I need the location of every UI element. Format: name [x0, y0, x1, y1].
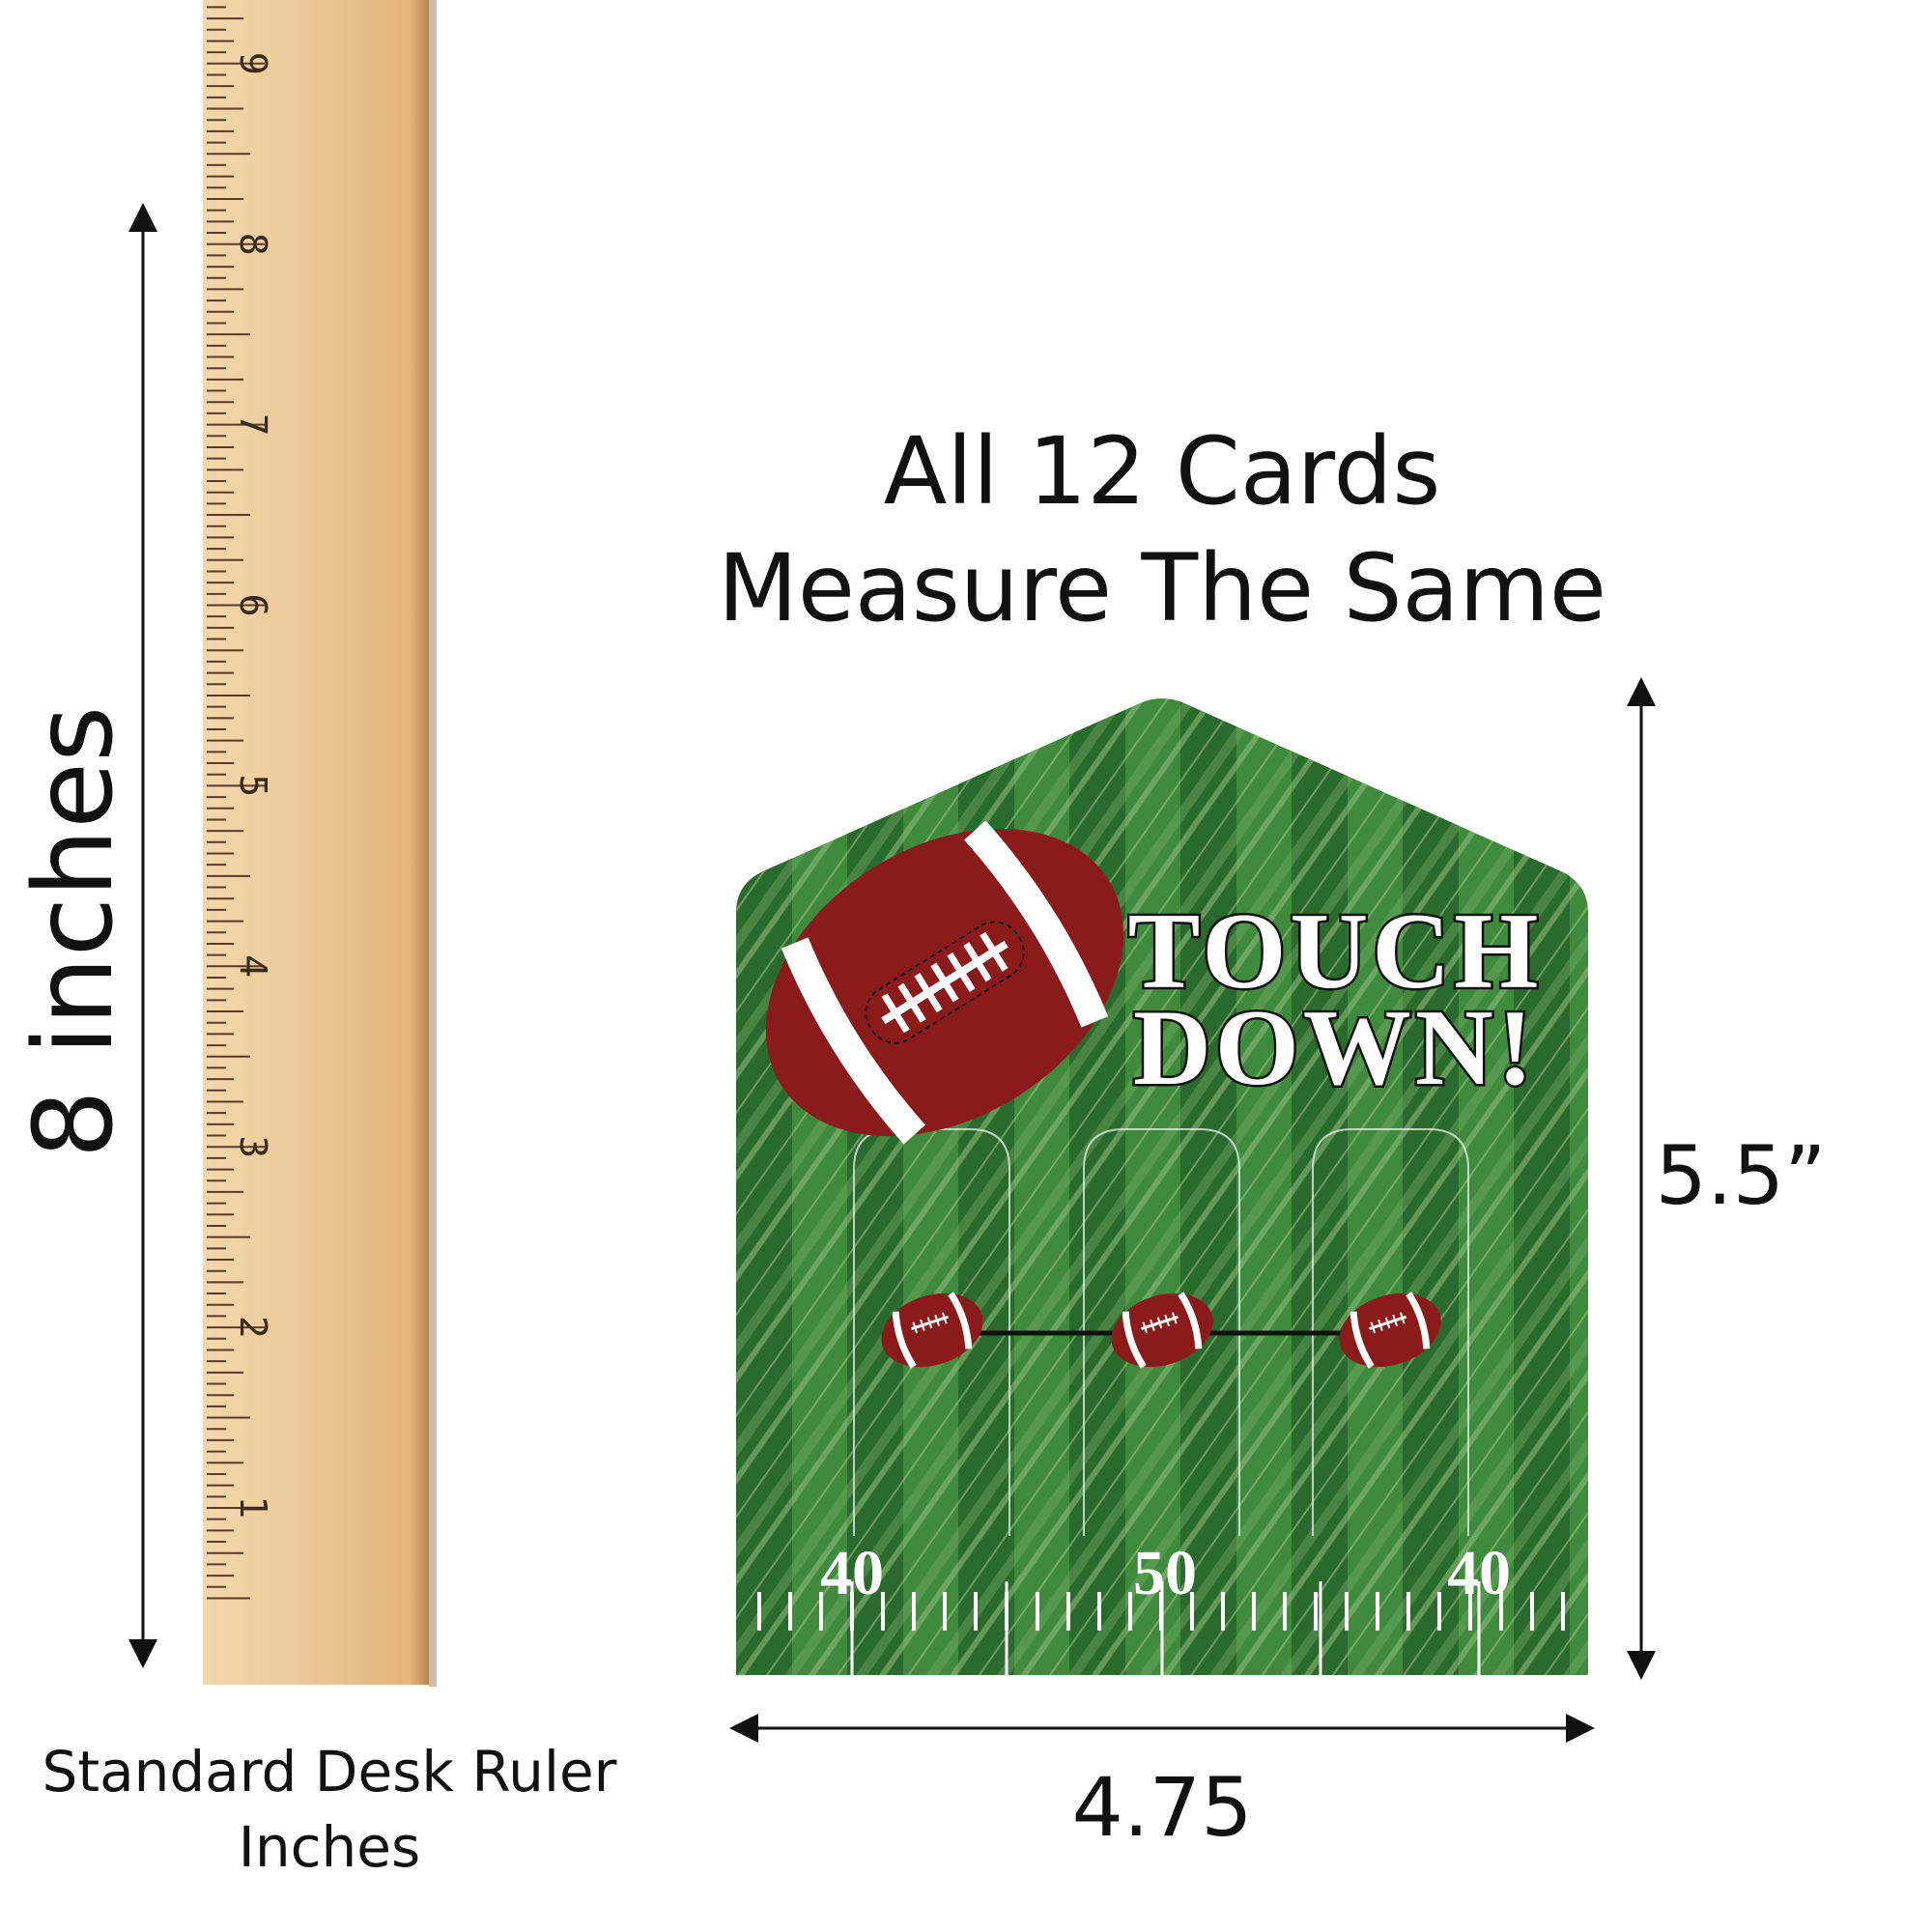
lace [881, 993, 910, 1034]
ruler-ticks: 1 2 3 4 5 6 7 8 9 [207, 6, 274, 1600]
small-football-icon [1111, 1292, 1213, 1369]
yard-number-left: 40 [820, 1538, 884, 1608]
small-football-icon [881, 1292, 983, 1369]
ruler-number: 8 [232, 233, 274, 256]
ruler-caption-line1: Standard Desk Ruler [42, 1739, 617, 1804]
card-height-label: 5.5” [1655, 1128, 1827, 1223]
small-football-icon [1339, 1292, 1441, 1369]
card-title-line2: DOWN! [1133, 988, 1537, 1108]
ruler-number: 7 [232, 413, 274, 437]
card-width-label: 4.75 [1071, 1760, 1253, 1855]
big-football-icon [765, 820, 1124, 1145]
heading-line1: All 12 Cards [883, 417, 1441, 526]
heading-line2: Measure The Same [718, 534, 1606, 642]
ruler-number: 9 [232, 52, 274, 75]
ruler-number: 4 [232, 954, 274, 978]
lace [947, 952, 976, 992]
lace [930, 962, 959, 1003]
ruler-height-label: 8 inches [12, 705, 137, 1159]
yard-number-mid: 50 [1133, 1538, 1197, 1608]
lace [914, 973, 943, 1013]
lace [980, 931, 1009, 972]
card [736, 698, 1588, 1675]
yard-number-right: 40 [1447, 1538, 1511, 1608]
ruler: 1 2 3 4 5 6 7 8 9 [203, 0, 437, 1687]
lace [963, 942, 992, 982]
ruler-caption-line2: Inches [238, 1814, 421, 1880]
ruler-number: 1 [232, 1496, 274, 1520]
ruler-number: 6 [232, 593, 274, 616]
ruler-number: 2 [232, 1316, 274, 1339]
ruler-number: 3 [232, 1135, 274, 1158]
lace [897, 982, 926, 1023]
ruler-number: 5 [232, 774, 274, 797]
card-title-line1: TOUCH [1128, 892, 1543, 1011]
